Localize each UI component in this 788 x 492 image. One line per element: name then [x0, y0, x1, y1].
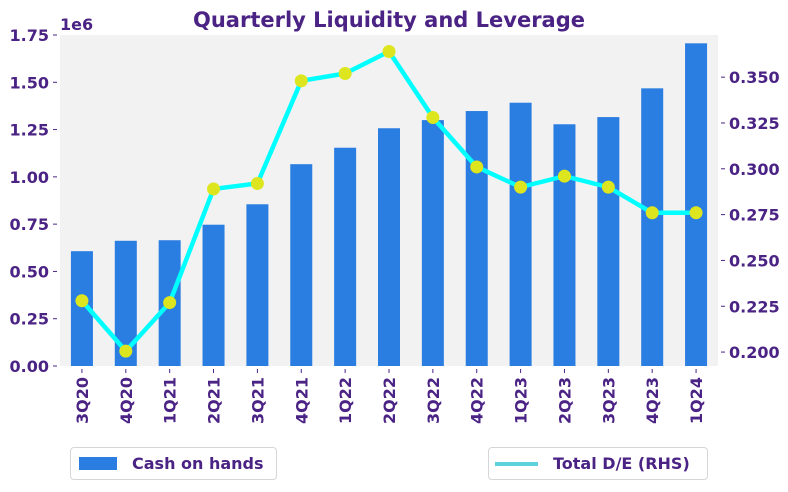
- bar-3q20: [70, 251, 93, 366]
- x-tick-label: 3Q22: [424, 377, 443, 424]
- bar-2q22: [378, 128, 400, 366]
- left-tick-label: 0.25: [10, 310, 49, 329]
- x-tick-label: 1Q24: [687, 377, 706, 424]
- bar-4q21: [290, 164, 313, 366]
- de-point-1q21: [163, 296, 177, 310]
- de-point-4q21: [294, 74, 308, 88]
- right-tick-label: 0.300: [729, 160, 780, 179]
- bar-1q24: [685, 43, 708, 366]
- de-point-2q23: [557, 169, 571, 183]
- x-tick-label: 1Q23: [512, 377, 531, 424]
- bar-1q22: [334, 147, 357, 366]
- left-tick-label: 1.75: [10, 26, 49, 45]
- right-tick-label: 0.350: [729, 68, 780, 87]
- x-tick-label: 4Q22: [468, 377, 487, 424]
- left-axis-offset-label: 1e6: [60, 15, 93, 34]
- x-tick-label: 4Q23: [643, 377, 662, 424]
- left-axis: 0.00 0.25 0.50 0.75 1.00 1.25 1.50 1.75: [10, 26, 57, 376]
- de-point-3q23: [601, 180, 615, 194]
- de-point-4q22: [470, 160, 484, 174]
- right-tick-label: 0.325: [729, 114, 780, 133]
- legend-cash-on-hands: Cash on hands: [70, 447, 277, 480]
- left-tick-label: 1.25: [10, 121, 49, 140]
- de-point-1q22: [338, 66, 352, 80]
- de-point-4q23: [645, 206, 659, 220]
- legend-label: Cash on hands: [132, 454, 264, 473]
- left-tick-label: 0.00: [10, 357, 49, 376]
- left-tick-label: 0.75: [10, 215, 49, 234]
- x-tick-label: 2Q23: [555, 377, 574, 424]
- legend-bar-swatch: [79, 457, 117, 470]
- legend-label: Total D/E (RHS): [553, 454, 690, 473]
- x-axis: 3Q20 4Q20 1Q21 2Q21 3Q21 4Q21 1Q22 2Q22 3Q22 4Q22…: [73, 369, 706, 424]
- x-tick-label: 1Q22: [336, 377, 355, 424]
- x-tick-label: 4Q20: [117, 377, 136, 424]
- x-tick-label: 2Q21: [205, 377, 224, 424]
- bar-4q23: [641, 88, 664, 366]
- bar-3q22: [421, 120, 444, 366]
- de-point-3q20: [75, 294, 89, 308]
- left-tick-label: 0.50: [10, 262, 49, 281]
- de-point-1q24: [689, 206, 703, 220]
- bar-2q21: [202, 224, 225, 366]
- bar-1q23: [509, 102, 532, 367]
- de-point-3q21: [250, 176, 264, 190]
- x-tick-label: 1Q21: [161, 377, 180, 424]
- line-series: [75, 44, 703, 358]
- left-tick-label: 1.50: [10, 73, 49, 92]
- bar-series: [70, 43, 708, 367]
- legend-line-swatch: [495, 461, 538, 466]
- bar-2q23: [553, 124, 576, 367]
- x-tick-label: 3Q20: [73, 377, 92, 424]
- bar-4q20: [114, 240, 137, 366]
- x-tick-label: 2Q22: [380, 377, 399, 424]
- right-axis: 0.200 0.225 0.250 0.275 0.300 0.325 0.350: [721, 68, 780, 362]
- de-point-1q23: [514, 180, 528, 194]
- right-tick-label: 0.200: [729, 343, 780, 362]
- right-tick-label: 0.275: [729, 206, 780, 225]
- chart-title: Quarterly Liquidity and Leverage: [193, 8, 585, 32]
- right-tick-label: 0.250: [729, 251, 780, 270]
- de-point-2q22: [382, 44, 396, 58]
- legend-total-de: Total D/E (RHS): [488, 447, 708, 480]
- x-tick-label: 3Q21: [248, 377, 267, 424]
- x-tick-label: 3Q23: [599, 377, 618, 424]
- de-point-2q21: [207, 182, 221, 196]
- de-point-4q20: [119, 344, 133, 358]
- bar-4q22: [465, 111, 488, 366]
- de-point-3q22: [426, 110, 440, 124]
- bar-3q21: [246, 204, 269, 366]
- bar-3q23: [597, 117, 620, 366]
- right-tick-label: 0.225: [729, 297, 780, 316]
- left-tick-label: 1.00: [10, 168, 49, 187]
- x-tick-label: 4Q21: [292, 377, 311, 424]
